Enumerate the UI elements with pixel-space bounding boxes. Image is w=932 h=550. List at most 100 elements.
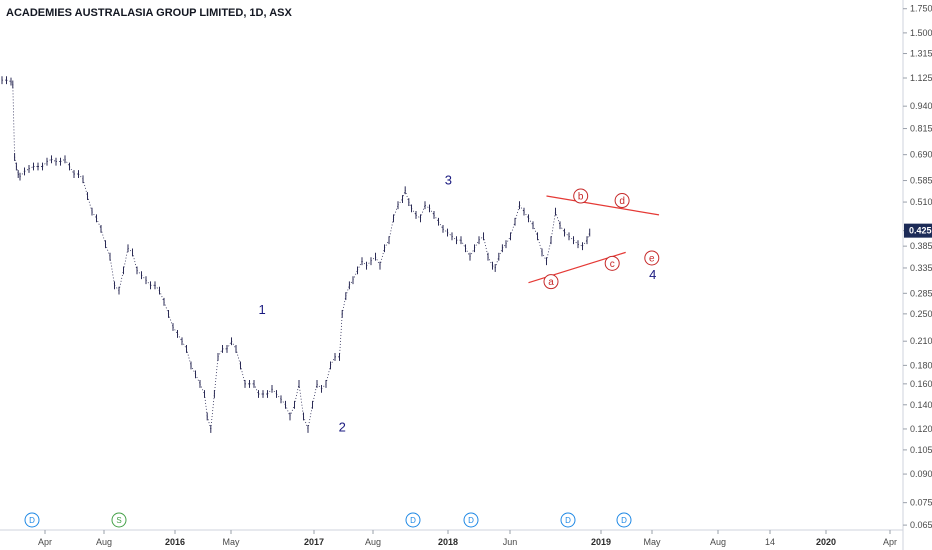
price-segment bbox=[136, 270, 142, 276]
event-marker-label: D bbox=[468, 516, 474, 525]
price-segment bbox=[271, 388, 277, 395]
y-tick-label: 0.065 bbox=[910, 520, 932, 530]
wave-labels: 1 2 3 4 a b c d e bbox=[258, 173, 660, 435]
price-segment bbox=[17, 173, 21, 177]
price-segment bbox=[379, 248, 385, 266]
price-segment bbox=[550, 211, 556, 241]
y-tick-label: 0.585 bbox=[910, 176, 932, 186]
price-segment bbox=[240, 365, 246, 384]
price-segment bbox=[568, 235, 574, 241]
price-segment bbox=[404, 190, 410, 203]
price-segment bbox=[114, 285, 120, 291]
x-tick-label: 2017 bbox=[304, 537, 324, 547]
x-tick-label: 2018 bbox=[438, 537, 458, 547]
event-marker-label: S bbox=[116, 516, 121, 525]
event-marker-label: D bbox=[621, 516, 627, 525]
y-tick-label: 0.250 bbox=[910, 309, 932, 319]
price-segment bbox=[168, 313, 174, 328]
price-segment bbox=[28, 166, 34, 170]
x-tick-label: 2019 bbox=[591, 537, 611, 547]
price-segment bbox=[253, 383, 259, 395]
y-tick-label: 0.285 bbox=[910, 288, 932, 298]
price-segment bbox=[447, 232, 453, 237]
x-tick-label: Apr bbox=[38, 537, 52, 547]
event-marker-label: D bbox=[410, 516, 416, 525]
price-segment bbox=[492, 265, 496, 269]
price-segment bbox=[341, 296, 347, 314]
price-segment bbox=[408, 201, 412, 209]
y-tick-label: 0.815 bbox=[910, 124, 932, 134]
price-segment bbox=[96, 218, 102, 229]
price-segment bbox=[325, 365, 331, 384]
price-segment bbox=[523, 211, 529, 219]
x-tick-label: Aug bbox=[96, 537, 112, 547]
price-segment bbox=[433, 214, 439, 222]
event-marker-circle bbox=[24, 512, 40, 528]
sub-wave-label-a: a bbox=[548, 277, 554, 288]
price-segment bbox=[267, 388, 273, 395]
price-segment bbox=[285, 404, 291, 417]
y-tick-label: 0.140 bbox=[910, 400, 932, 410]
price-segment bbox=[145, 279, 151, 286]
price-segment bbox=[510, 221, 516, 237]
event-marker-circle bbox=[111, 512, 127, 528]
event-marker-label: D bbox=[565, 516, 571, 525]
price-segment bbox=[349, 279, 354, 286]
price-segment bbox=[345, 285, 350, 297]
x-tick-label: Apr bbox=[883, 537, 897, 547]
price-segment bbox=[51, 158, 57, 162]
sub-wave-circle-e bbox=[644, 250, 660, 266]
price-segment bbox=[478, 235, 484, 241]
x-tick-label: Aug bbox=[365, 537, 381, 547]
price-segment bbox=[46, 158, 52, 162]
event-marker-circle bbox=[616, 512, 632, 528]
price-segment bbox=[370, 256, 376, 262]
price-segment bbox=[494, 256, 500, 269]
price-segment bbox=[397, 198, 403, 206]
y-tick-label: 0.385 bbox=[910, 241, 932, 251]
price-segment bbox=[546, 240, 552, 262]
price-segment bbox=[289, 404, 295, 417]
sub-wave-label-c: c bbox=[610, 259, 615, 270]
event-marker-circle bbox=[463, 512, 479, 528]
sub-wave-label-d: d bbox=[619, 196, 625, 207]
y-tick-label: 1.750 bbox=[910, 4, 932, 14]
price-segment bbox=[582, 239, 588, 247]
price-segment bbox=[388, 218, 394, 241]
y-tick-label: 0.075 bbox=[910, 498, 932, 508]
price-segment bbox=[502, 243, 507, 249]
price-series bbox=[1, 76, 591, 433]
price-segment bbox=[78, 173, 84, 180]
y-tick-label: 0.160 bbox=[910, 379, 932, 389]
x-tick-label: Jun bbox=[503, 537, 518, 547]
last-price-box bbox=[904, 223, 932, 238]
event-marker-label: D bbox=[29, 516, 35, 525]
price-segment bbox=[141, 274, 147, 281]
price-segment bbox=[123, 248, 129, 271]
y-tick-label: 1.315 bbox=[910, 49, 932, 59]
price-segment bbox=[118, 270, 124, 291]
x-tick-label: 14 bbox=[765, 537, 775, 547]
price-segment bbox=[132, 252, 138, 271]
price-segment bbox=[163, 301, 169, 314]
price-segment bbox=[528, 218, 534, 226]
price-segment bbox=[159, 290, 165, 302]
price-segment bbox=[366, 260, 372, 266]
price-segment bbox=[24, 168, 30, 172]
y-tick-label: 0.690 bbox=[910, 150, 932, 160]
price-segment bbox=[321, 383, 327, 390]
y-tick-label: 0.180 bbox=[910, 360, 932, 370]
price-segment bbox=[280, 399, 286, 406]
price-segment bbox=[420, 205, 426, 219]
y-tick-label: 1.125 bbox=[910, 73, 932, 83]
price-segment bbox=[199, 383, 205, 395]
price-segment bbox=[424, 204, 430, 209]
price-segment bbox=[154, 285, 160, 291]
sub-wave-circle-b bbox=[573, 188, 589, 204]
price-segment bbox=[307, 404, 313, 430]
price-segment bbox=[442, 228, 448, 233]
x-tick-label: 2020 bbox=[816, 537, 836, 547]
price-segment bbox=[483, 236, 489, 257]
